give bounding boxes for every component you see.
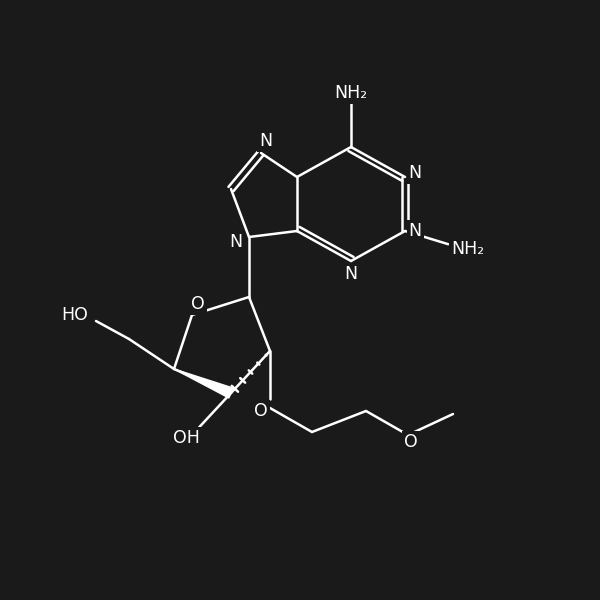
Text: O: O (191, 295, 205, 313)
Text: N: N (229, 233, 242, 251)
Text: HO: HO (62, 306, 88, 324)
Polygon shape (174, 369, 233, 398)
Text: O: O (254, 402, 268, 420)
Text: NH₂: NH₂ (451, 240, 485, 258)
Text: O: O (404, 433, 418, 451)
Text: N: N (344, 265, 358, 283)
Text: NH₂: NH₂ (334, 84, 368, 102)
Text: N: N (409, 164, 422, 182)
Text: N: N (409, 222, 422, 240)
Text: OH: OH (173, 429, 199, 447)
Text: N: N (259, 132, 272, 150)
